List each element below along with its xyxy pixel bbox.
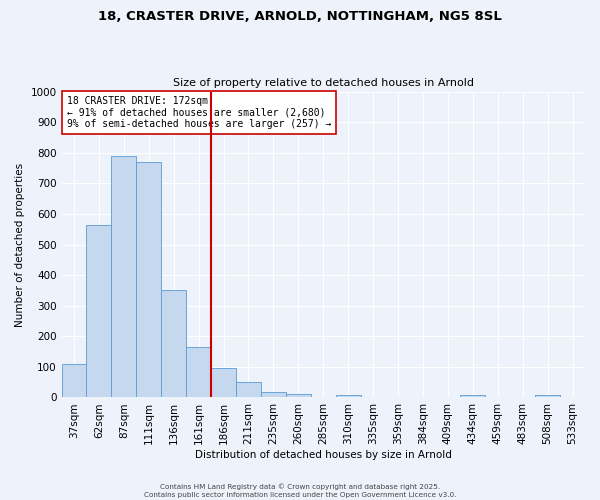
Text: 18 CRASTER DRIVE: 172sqm
← 91% of detached houses are smaller (2,680)
9% of semi: 18 CRASTER DRIVE: 172sqm ← 91% of detach… xyxy=(67,96,331,130)
Y-axis label: Number of detached properties: Number of detached properties xyxy=(15,162,25,326)
Text: 18, CRASTER DRIVE, ARNOLD, NOTTINGHAM, NG5 8SL: 18, CRASTER DRIVE, ARNOLD, NOTTINGHAM, N… xyxy=(98,10,502,23)
Text: Contains HM Land Registry data © Crown copyright and database right 2025.
Contai: Contains HM Land Registry data © Crown c… xyxy=(144,484,456,498)
Bar xyxy=(161,290,186,398)
Bar xyxy=(136,162,161,398)
Bar xyxy=(236,382,261,398)
Bar xyxy=(186,347,211,398)
Bar xyxy=(261,392,286,398)
Bar xyxy=(112,156,136,398)
Bar xyxy=(460,396,485,398)
Bar xyxy=(336,395,361,398)
Bar xyxy=(535,396,560,398)
Bar xyxy=(286,394,311,398)
Bar xyxy=(86,224,112,398)
Title: Size of property relative to detached houses in Arnold: Size of property relative to detached ho… xyxy=(173,78,474,88)
X-axis label: Distribution of detached houses by size in Arnold: Distribution of detached houses by size … xyxy=(195,450,452,460)
Bar xyxy=(211,368,236,398)
Bar xyxy=(62,364,86,398)
